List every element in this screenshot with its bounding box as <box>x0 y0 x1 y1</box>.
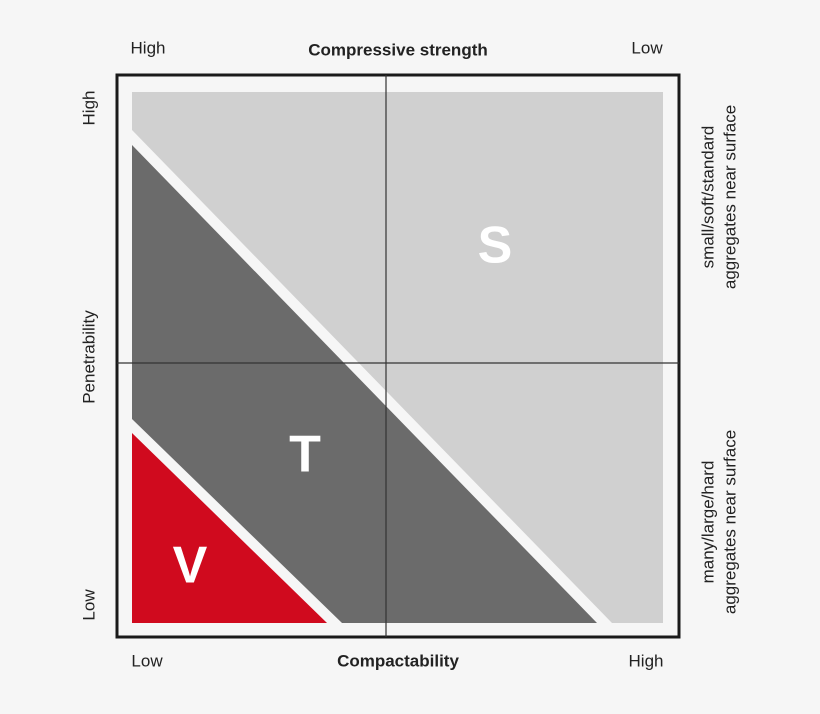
zone-v-area <box>132 433 327 623</box>
axis-title: Penetrability <box>79 310 98 404</box>
zone-label: V <box>173 537 208 595</box>
side-note: aggregates near surface <box>720 430 739 614</box>
zone-label: T <box>289 426 321 484</box>
axis-end-label: Low <box>79 589 98 621</box>
zone-label: S <box>478 217 513 275</box>
axis-end-label: High <box>629 651 664 670</box>
axis-end-label: High <box>131 38 166 57</box>
side-note: small/soft/standard <box>698 126 717 269</box>
side-note: aggregates near surface <box>720 105 739 289</box>
axis-end-label: Low <box>631 38 663 57</box>
zone-t-area <box>132 145 597 623</box>
side-note: many/large/hard <box>698 461 717 584</box>
axis-title: Compactability <box>337 651 459 670</box>
axis-end-label: Low <box>131 651 163 670</box>
axis-title: Compressive strength <box>308 40 488 59</box>
axis-end-label: High <box>79 91 98 126</box>
